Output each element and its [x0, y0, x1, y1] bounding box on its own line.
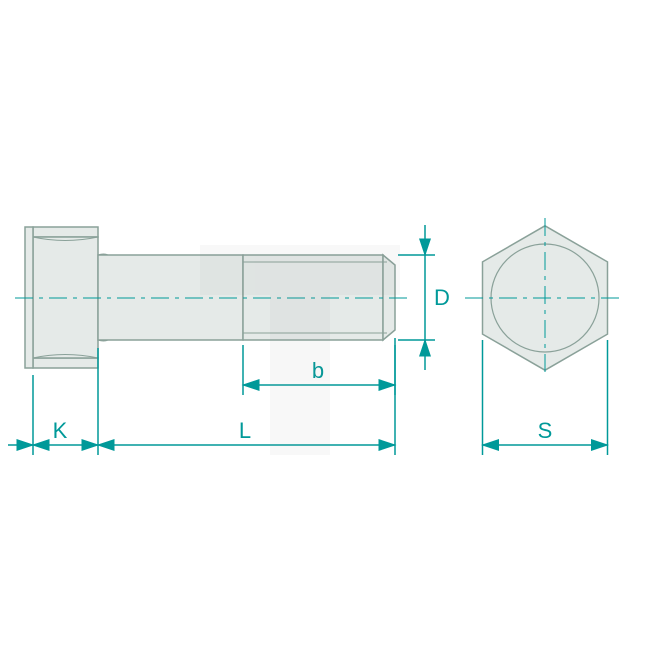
watermark — [200, 245, 400, 455]
bolt-end-view — [465, 218, 625, 378]
label-L: L — [239, 418, 251, 443]
label-K: K — [53, 418, 68, 443]
dim-L: L — [98, 338, 395, 455]
bolt-technical-drawing: K L b D S — [0, 0, 650, 650]
label-S: S — [538, 418, 553, 443]
drawing-svg: K L b D S — [0, 0, 650, 650]
label-D: D — [434, 285, 450, 310]
